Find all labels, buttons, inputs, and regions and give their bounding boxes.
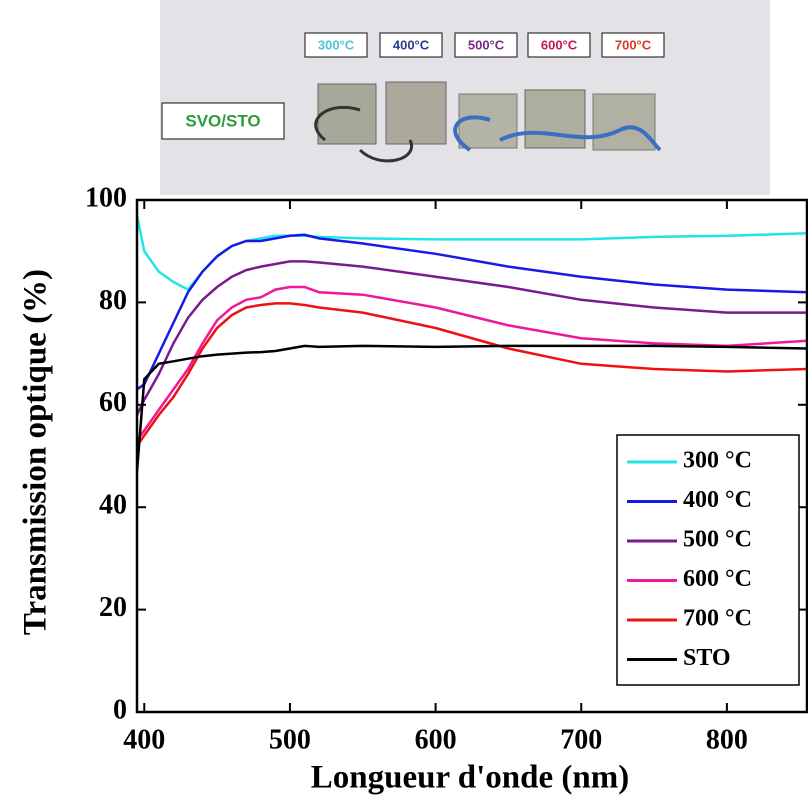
sample-label: 600°C — [541, 37, 578, 52]
series-line — [137, 260, 807, 416]
y-tick-label: 0 — [113, 694, 127, 725]
label-box — [379, 32, 443, 58]
x-axis-label: Longueur d'onde (nm) — [311, 760, 629, 796]
sample — [592, 93, 656, 151]
series-line — [137, 215, 807, 292]
series-line — [137, 233, 807, 391]
handwriting — [314, 105, 414, 163]
sample-label: 500°C — [468, 37, 505, 52]
x-tick-label: 800 — [706, 724, 748, 755]
sample — [524, 89, 586, 149]
legend-box — [616, 434, 800, 686]
sample-label: SVO/STO — [185, 111, 260, 130]
x-tick-label: 400 — [123, 724, 165, 755]
y-tick-label: 40 — [99, 490, 127, 521]
y-tick-label: 20 — [99, 592, 127, 623]
legend-label: STO — [683, 645, 731, 671]
legend-label: 300 °C — [683, 448, 752, 474]
x-tick-label: 600 — [415, 724, 457, 755]
legend-label: 400 °C — [683, 487, 752, 513]
plot-lines — [137, 215, 807, 472]
x-tick-label: 500 — [269, 724, 311, 755]
y-tick-label: 60 — [99, 387, 127, 418]
series-line — [137, 285, 807, 442]
sample — [317, 83, 377, 145]
handwriting — [453, 115, 662, 152]
y-axis-label: Transmission optique (%) — [18, 269, 54, 635]
label-box — [454, 32, 518, 58]
y-tick-label: 80 — [99, 285, 127, 316]
x-tick-label: 700 — [560, 724, 602, 755]
legend-label: 500 °C — [683, 527, 752, 553]
label-box — [161, 102, 285, 140]
series-line — [137, 344, 807, 472]
label-box — [527, 32, 591, 58]
label-box — [601, 32, 665, 58]
sample-photo — [160, 0, 770, 195]
sample-label: 700°C — [615, 37, 652, 52]
sample-label: 400°C — [393, 37, 430, 52]
plot-frame — [135, 198, 808, 714]
legend-label: 600 °C — [683, 566, 752, 592]
sample — [385, 81, 447, 145]
legend-label: 700 °C — [683, 606, 752, 632]
series-line — [137, 302, 807, 447]
y-tick-label: 100 — [85, 182, 127, 213]
sample-label: 300°C — [318, 37, 355, 52]
label-box — [304, 32, 368, 58]
